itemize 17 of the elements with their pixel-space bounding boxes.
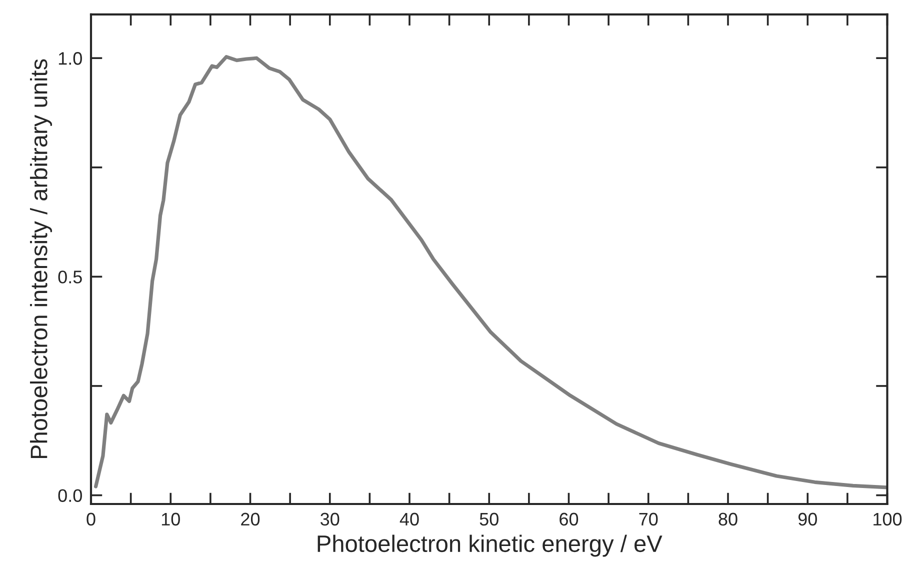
- y-tick-label: 0.5: [58, 270, 82, 284]
- x-tick-label: 90: [798, 512, 817, 526]
- y-tick-label: 0.0: [58, 489, 82, 502]
- x-tick-label: 0: [86, 512, 96, 526]
- y-axis-title: Photoelectron intensity / arbitrary units: [30, 59, 52, 458]
- x-axis-title: Photoelectron kinetic energy / eV: [318, 534, 662, 557]
- x-tick-label: 50: [480, 512, 498, 526]
- x-tick-label: 100: [874, 512, 902, 526]
- x-tick-label: 10: [162, 512, 180, 526]
- line-series: [94, 55, 888, 490]
- x-tick-label: 30: [320, 512, 340, 526]
- x-tick-label: 60: [560, 512, 578, 526]
- x-tick-label: 80: [718, 512, 738, 526]
- y-tick-label: 1.0: [58, 52, 82, 65]
- x-tick-label: 70: [639, 512, 658, 526]
- x-tick-label: 20: [241, 512, 260, 526]
- x-tick-label: 40: [400, 512, 419, 526]
